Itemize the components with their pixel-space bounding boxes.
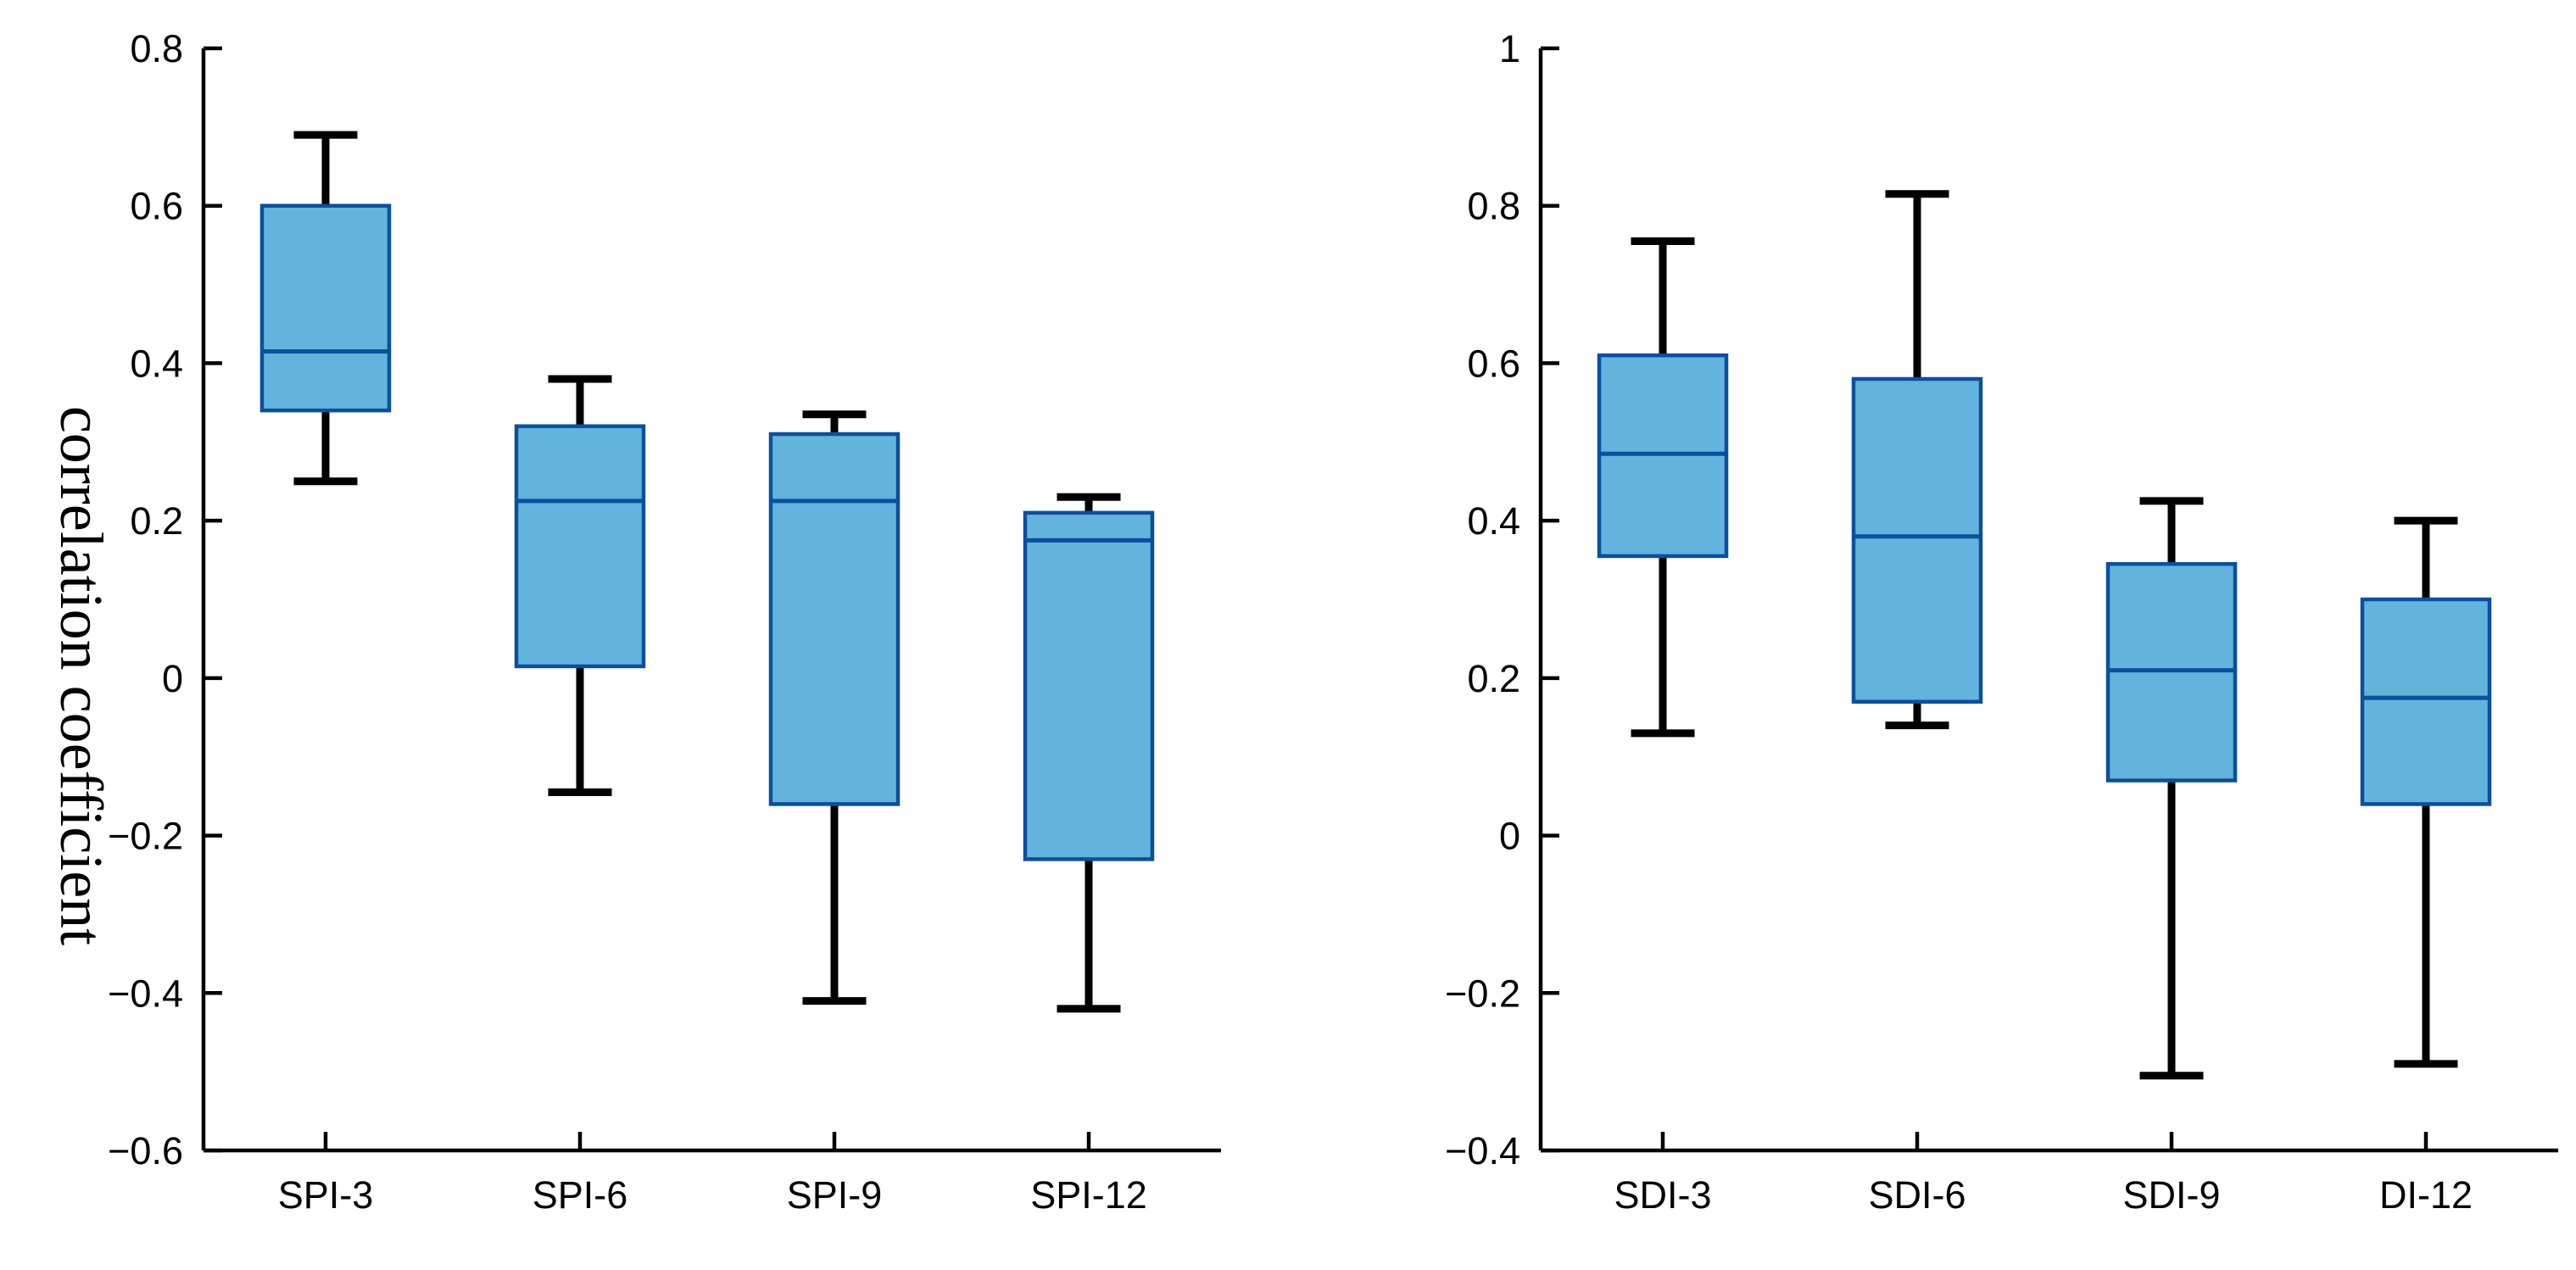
panel2-sdi-6-box	[1851, 376, 1983, 704]
panel2-y-tick-label: 0.8	[1467, 185, 1520, 228]
panel2-x-tick-label: SDI-9	[2122, 1173, 2220, 1217]
panel1-y-tick-label: −0.6	[108, 1129, 183, 1173]
panel2-y-tick-label: 1	[1499, 27, 1520, 70]
panel1-y-axis-label: correlation coefficient	[47, 406, 115, 945]
panel1-spi-6-box	[514, 424, 646, 669]
panel1-y-tick-label: 0.4	[130, 342, 183, 385]
panel2-y-tick-label: 0.6	[1467, 342, 1520, 385]
panel2-di-12-box	[2360, 597, 2492, 806]
panel1-y-tick-label: 0.8	[130, 27, 183, 70]
text-layer: −0.6 −0.4 −0.2 0 0.2 0.4 0.6 0.8 SPI-3 SPI-6 SPI-9…	[47, 27, 2473, 1217]
panel2-x-tick-label: DI-12	[2379, 1173, 2473, 1217]
panel1-y-tick-label: −0.2	[108, 815, 183, 858]
panel2-x-tick-label: SDI-3	[1614, 1173, 1711, 1217]
panel1-y-tick-label: −0.4	[108, 972, 183, 1015]
panel1-spi-12-box	[1023, 510, 1155, 861]
panel1-spi-9-box	[768, 432, 900, 806]
panel2-y-tick-label: −0.2	[1445, 972, 1520, 1015]
panel1-spi-3-box	[259, 203, 392, 413]
panel1-y-tick-label: 0.2	[130, 499, 183, 543]
boxes-layer	[259, 131, 2492, 1080]
panel1-y-tick-label: 0	[162, 657, 183, 700]
panel1-x-tick-label: SPI-6	[532, 1173, 628, 1217]
panel1-x-tick-label: SPI-3	[278, 1173, 374, 1217]
panel2-y-tick-label: 0	[1499, 815, 1520, 858]
panel1-x-tick-label: SPI-9	[787, 1173, 883, 1217]
panel2-y-tick-label: 0.4	[1467, 499, 1520, 543]
axes-layer	[201, 46, 2558, 1153]
panel2-y-tick-label: −0.4	[1445, 1129, 1520, 1173]
panel2-x-tick-label: SDI-6	[1868, 1173, 1965, 1217]
panel1-y-tick-label: 0.6	[130, 185, 183, 228]
panel1-x-tick-label: SPI-12	[1030, 1173, 1147, 1217]
panel2-y-tick-label: 0.2	[1467, 657, 1520, 700]
